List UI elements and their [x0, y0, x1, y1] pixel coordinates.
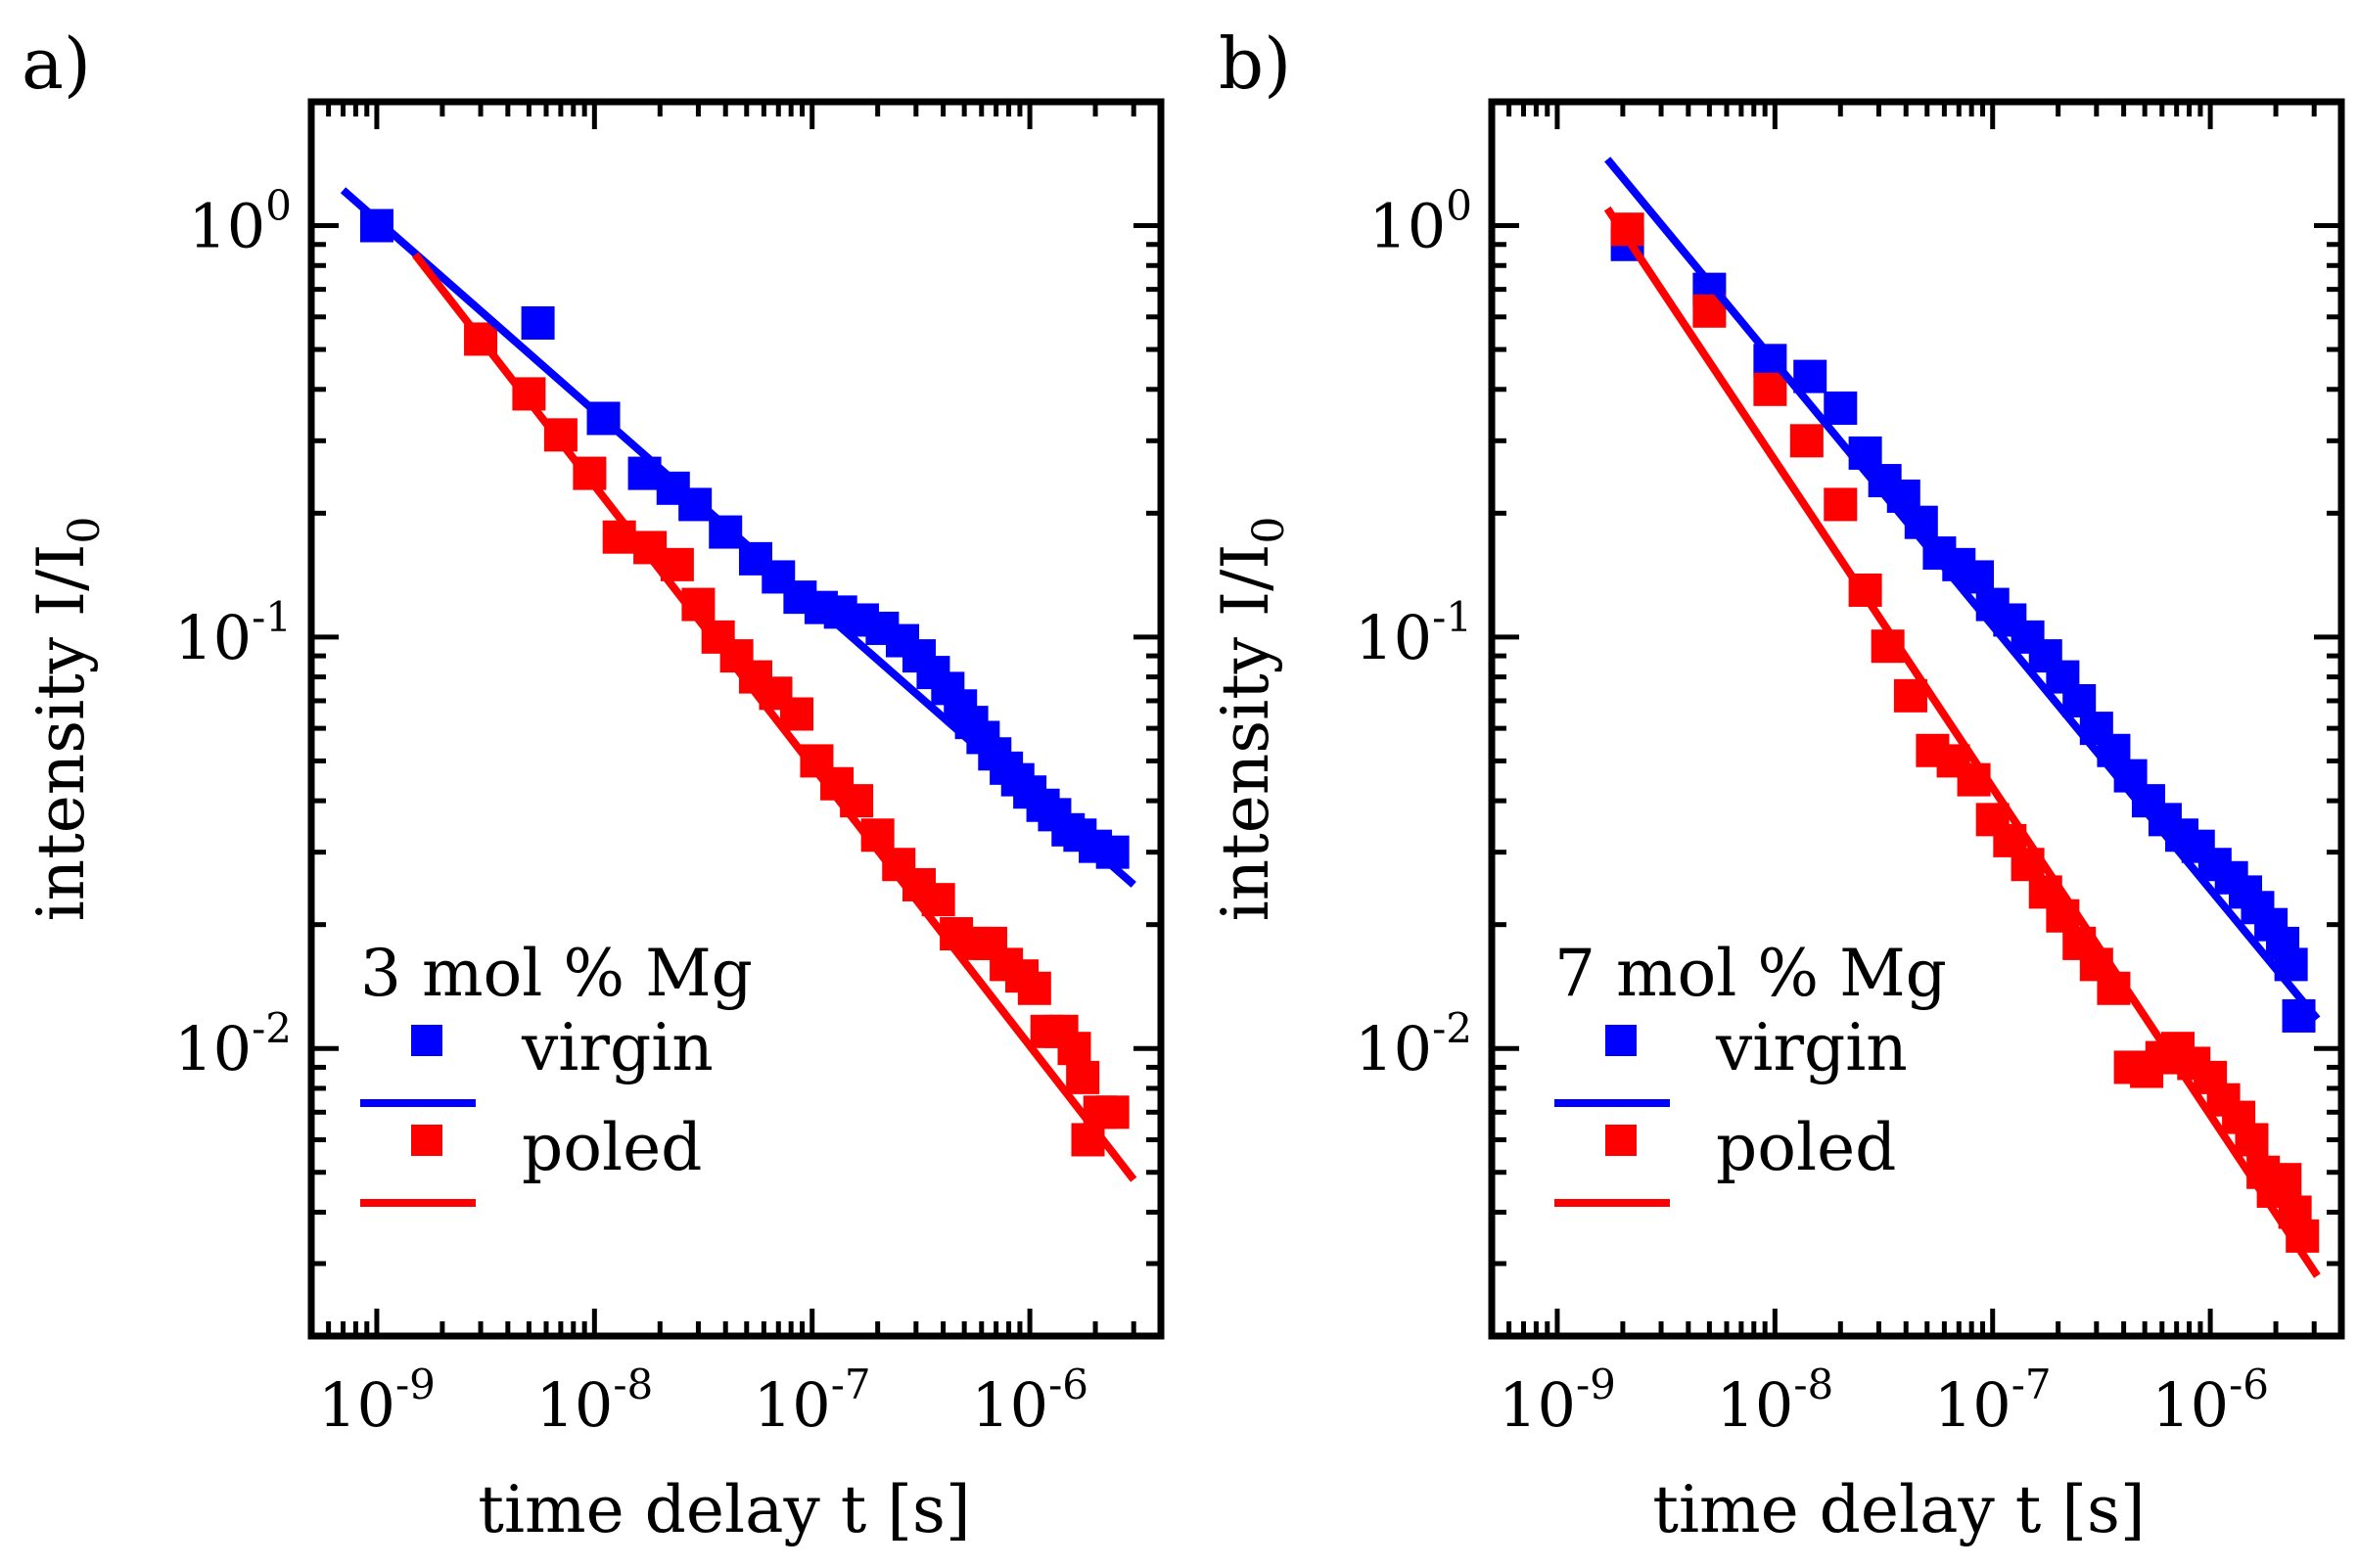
data-point-poled	[1057, 1032, 1091, 1066]
x-tick-label: 10-9	[318, 1360, 436, 1441]
x-tick-label-base: 10	[971, 1369, 1048, 1441]
y-tick-label-base: 10	[1368, 191, 1446, 262]
plot-area	[1603, 157, 2321, 1278]
x-tick-label-base: 10	[2151, 1369, 2229, 1441]
y-axis-label-subscript: 0	[60, 517, 110, 544]
panel-label: b)	[1219, 23, 1291, 105]
y-axis-label: intensity I/I0	[1208, 517, 1294, 922]
x-tick-label: 10-6	[971, 1360, 1088, 1441]
x-tick-label: 10-9	[1499, 1360, 1616, 1441]
y-tick-label-base: 10	[1355, 1013, 1432, 1084]
y-axis-label-main: intensity I/I	[23, 544, 99, 922]
x-tick-label-exponent: -6	[2229, 1360, 2269, 1408]
x-axis-label: time delay t [s]	[478, 1472, 970, 1547]
y-tick-label: 10-1	[174, 593, 292, 673]
data-point-poled	[1066, 1060, 1100, 1094]
legend-marker-virgin	[1605, 1025, 1637, 1056]
series-poled	[464, 322, 1130, 1157]
y-tick-label: 100	[188, 182, 292, 262]
y-tick-label: 10-2	[1355, 1004, 1472, 1084]
y-tick-label-exponent: -1	[1432, 593, 1472, 641]
y-tick-label: 10-2	[174, 1004, 292, 1084]
legend-label-poled: poled	[1716, 1110, 1896, 1185]
plot-area	[340, 187, 1137, 1182]
x-axis-label: time delay t [s]	[1652, 1472, 2145, 1547]
x-tick-label-base: 10	[535, 1369, 613, 1441]
y-axis-label: intensity I/I0	[23, 517, 110, 922]
x-tick-label-base: 10	[1499, 1369, 1576, 1441]
y-tick-label-exponent: -1	[252, 593, 292, 641]
x-tick-label: 10-7	[754, 1360, 871, 1441]
legend-marker-poled	[411, 1125, 442, 1156]
y-tick-label-base: 10	[174, 602, 252, 673]
x-tick-label-exponent: -8	[1793, 1360, 1833, 1408]
y-tick-label-exponent: -2	[252, 1004, 292, 1052]
x-tick-label-exponent: -7	[2011, 1360, 2052, 1408]
plot-frame	[1488, 98, 2345, 1340]
x-tick-label-exponent: -9	[1576, 1360, 1616, 1408]
x-tick-label: 10-7	[1934, 1360, 2052, 1441]
data-point-poled	[1095, 1095, 1130, 1130]
x-tick-label-base: 10	[318, 1369, 395, 1441]
y-tick-label-exponent: 0	[265, 182, 292, 230]
fit-line-virgin	[1604, 157, 2321, 1022]
fit-line-poled	[411, 252, 1137, 1182]
y-tick-label-base: 10	[174, 1013, 252, 1084]
y-tick-label-exponent: -2	[1432, 1004, 1472, 1052]
data-point-poled	[1789, 424, 1824, 458]
fit-line-poled	[1603, 206, 2321, 1278]
x-tick-label-base: 10	[1934, 1369, 2011, 1441]
panel-label: a)	[22, 23, 91, 105]
y-tick-label: 100	[1368, 182, 1472, 262]
data-point-poled	[2268, 1163, 2302, 1197]
x-tick-label: 10-8	[535, 1360, 653, 1441]
fit-line-virgin	[340, 187, 1136, 888]
data-point-poled	[1753, 372, 1787, 406]
y-axis-label-main: intensity I/I	[1208, 544, 1283, 922]
data-point-poled	[1017, 971, 1051, 1005]
data-point-virgin	[521, 305, 555, 340]
y-axis-label-subscript: 0	[1244, 517, 1294, 544]
y-tick-label-base: 10	[1355, 602, 1432, 673]
legend-label-virgin: virgin	[1715, 1010, 1908, 1085]
legend-title: 7 mol % Mg	[1554, 936, 1947, 1011]
x-tick-label-base: 10	[1716, 1369, 1793, 1441]
y-tick-label-exponent: 0	[1446, 182, 1472, 230]
y-tick-label: 10-1	[1355, 593, 1472, 673]
x-tick-label: 10-6	[2151, 1360, 2269, 1441]
x-tick-label-exponent: -8	[613, 1360, 653, 1408]
legend-marker-virgin	[411, 1025, 442, 1056]
legend-label-virgin: virgin	[521, 1010, 714, 1085]
series-virgin	[1610, 227, 2316, 1033]
data-point-poled	[2235, 1123, 2269, 1157]
x-tick-label-exponent: -7	[831, 1360, 871, 1408]
legend-marker-poled	[1605, 1125, 1637, 1156]
x-tick-label-exponent: -6	[1048, 1360, 1088, 1408]
y-tick-label-base: 10	[188, 191, 265, 262]
x-tick-label: 10-8	[1716, 1360, 1833, 1441]
data-point-poled	[1824, 487, 1858, 522]
legend-title: 3 mol % Mg	[360, 936, 753, 1011]
data-point-virgin	[1824, 392, 1858, 426]
x-tick-label-base: 10	[754, 1369, 831, 1441]
x-tick-label-exponent: -9	[395, 1360, 436, 1408]
legend-label-poled: poled	[522, 1110, 702, 1185]
data-point-poled	[780, 697, 814, 731]
plot-frame	[307, 98, 1165, 1340]
